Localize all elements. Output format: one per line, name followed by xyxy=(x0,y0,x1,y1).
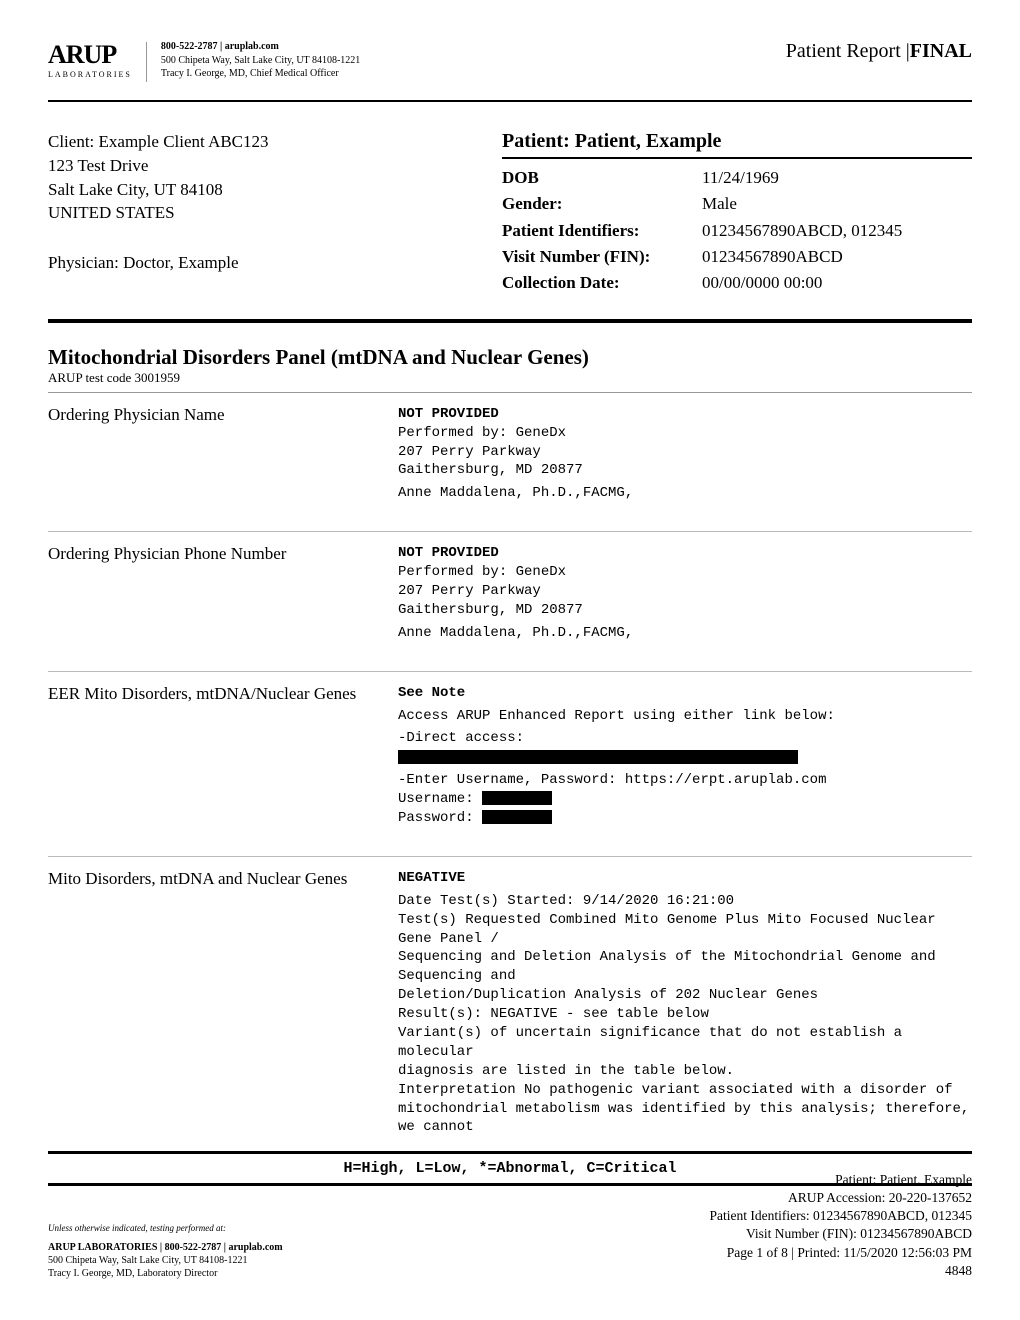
panel-subtitle: ARUP test code 3001959 xyxy=(48,370,972,393)
result-line: Anne Maddalena, Ph.D.,FACMG, xyxy=(398,484,972,503)
footer-lab: ARUP LABORATORIES | 800-522-2787 | arupl… xyxy=(48,1241,283,1254)
result-line: Test(s) Requested Combined Mito Genome P… xyxy=(398,911,972,949)
footer-right: Patient: Patient, Example ARUP Accession… xyxy=(710,1171,972,1280)
coll-value: 00/00/0000 00:00 xyxy=(702,270,972,296)
report-title: Patient Report |FINAL xyxy=(786,40,972,63)
physician-line: Physician: Doctor, Example xyxy=(48,251,269,275)
report-label: Patient Report | xyxy=(786,40,910,62)
dob-label: DOB xyxy=(502,165,702,191)
result-line: Sequencing and Deletion Analysis of the … xyxy=(398,948,972,986)
gender-value: Male xyxy=(702,191,972,217)
result-body: NOT PROVIDED Performed by: GeneDx 207 Pe… xyxy=(398,405,972,503)
logo-block: ARUP LABORATORIES 800-522-2787 | aruplab… xyxy=(48,40,360,82)
result-line: -Direct access: xyxy=(398,729,972,748)
result-line: Result(s): NEGATIVE - see table below xyxy=(398,1005,972,1024)
footer-code: 4848 xyxy=(710,1262,972,1280)
result-line: diagnosis are listed in the table below. xyxy=(398,1062,972,1081)
footer-visit: Visit Number (FIN): 01234567890ABCD xyxy=(710,1225,972,1243)
contact-officer: Tracy I. George, MD, Chief Medical Offic… xyxy=(161,67,360,81)
logo-text: ARUP xyxy=(48,40,132,70)
result-body: NOT PROVIDED Performed by: GeneDx 207 Pe… xyxy=(398,544,972,642)
result-line: Performed by: GeneDx xyxy=(398,563,972,582)
result-row-eer: EER Mito Disorders, mtDNA/Nuclear Genes … xyxy=(48,672,972,857)
patient-block: Patient: Patient, Example DOB11/24/1969 … xyxy=(502,130,972,297)
header-contact: 800-522-2787 | aruplab.com 500 Chipeta W… xyxy=(161,40,360,81)
result-row-physician-name: Ordering Physician Name NOT PROVIDED Per… xyxy=(48,393,972,532)
footer-disclaimer: Unless otherwise indicated, testing perf… xyxy=(48,1223,283,1235)
result-label: Ordering Physician Name xyxy=(48,405,398,503)
result-line: Access ARUP Enhanced Report using either… xyxy=(398,707,972,726)
result-header: See Note xyxy=(398,684,972,703)
result-header: NOT PROVIDED xyxy=(398,405,972,424)
result-line: Date Test(s) Started: 9/14/2020 16:21:00 xyxy=(398,892,972,911)
result-line: -Enter Username, Password: https://erpt.… xyxy=(398,771,972,790)
footer-ids: Patient Identifiers: 01234567890ABCD, 01… xyxy=(710,1207,972,1225)
header: ARUP LABORATORIES 800-522-2787 | aruplab… xyxy=(48,40,972,102)
visit-value: 01234567890ABCD xyxy=(702,244,972,270)
result-line: mitochondrial metabolism was identified … xyxy=(398,1100,972,1138)
report-status: FINAL xyxy=(910,40,972,62)
info-block: Client: Example Client ABC123 123 Test D… xyxy=(48,130,972,323)
password-line: Password: xyxy=(398,809,972,828)
patient-name: Patient: Patient, Example xyxy=(502,130,972,159)
client-country: UNITED STATES xyxy=(48,201,269,225)
result-label: Ordering Physician Phone Number xyxy=(48,544,398,642)
ids-label: Patient Identifiers: xyxy=(502,218,702,244)
footer-patient: Patient: Patient, Example xyxy=(710,1171,972,1189)
redacted-url xyxy=(398,748,972,767)
panel-title: Mitochondrial Disorders Panel (mtDNA and… xyxy=(48,345,972,370)
result-line: Gaithersburg, MD 20877 xyxy=(398,461,972,480)
ids-value: 01234567890ABCD, 012345 xyxy=(702,218,972,244)
client-address2: Salt Lake City, UT 84108 xyxy=(48,178,269,202)
visit-label: Visit Number (FIN): xyxy=(502,244,702,270)
divider xyxy=(146,42,147,82)
result-header: NEGATIVE xyxy=(398,869,972,888)
result-line: Variant(s) of uncertain significance tha… xyxy=(398,1024,972,1062)
client-block: Client: Example Client ABC123 123 Test D… xyxy=(48,130,269,297)
result-line: Gaithersburg, MD 20877 xyxy=(398,601,972,620)
result-line: Performed by: GeneDx xyxy=(398,424,972,443)
gender-label: Gender: xyxy=(502,191,702,217)
result-body: NEGATIVE Date Test(s) Started: 9/14/2020… xyxy=(398,869,972,1137)
result-line: 207 Perry Parkway xyxy=(398,582,972,601)
contact-phone: 800-522-2787 | aruplab.com xyxy=(161,40,360,54)
result-label: Mito Disorders, mtDNA and Nuclear Genes xyxy=(48,869,398,1137)
contact-address: 500 Chipeta Way, Salt Lake City, UT 8410… xyxy=(161,54,360,68)
footer-lab-dir: Tracy I. George, MD, Laboratory Director xyxy=(48,1267,283,1280)
logo-subtext: LABORATORIES xyxy=(48,70,132,79)
footer: Unless otherwise indicated, testing perf… xyxy=(48,1171,972,1280)
coll-label: Collection Date: xyxy=(502,270,702,296)
result-line: 207 Perry Parkway xyxy=(398,443,972,462)
result-line: Deletion/Duplication Analysis of 202 Nuc… xyxy=(398,986,972,1005)
logo: ARUP LABORATORIES xyxy=(48,40,132,79)
result-label: EER Mito Disorders, mtDNA/Nuclear Genes xyxy=(48,684,398,828)
result-body: See Note Access ARUP Enhanced Report usi… xyxy=(398,684,972,828)
dob-value: 11/24/1969 xyxy=(702,165,972,191)
footer-page: Page 1 of 8 | Printed: 11/5/2020 12:56:0… xyxy=(710,1244,972,1262)
result-line: Anne Maddalena, Ph.D.,FACMG, xyxy=(398,624,972,643)
result-line: Interpretation No pathogenic variant ass… xyxy=(398,1081,972,1100)
footer-accession: ARUP Accession: 20-220-137652 xyxy=(710,1189,972,1207)
client-address1: 123 Test Drive xyxy=(48,154,269,178)
footer-lab-addr: 500 Chipeta Way, Salt Lake City, UT 8410… xyxy=(48,1254,283,1267)
footer-left: Unless otherwise indicated, testing perf… xyxy=(48,1223,283,1280)
result-row-physician-phone: Ordering Physician Phone Number NOT PROV… xyxy=(48,532,972,671)
client-name: Client: Example Client ABC123 xyxy=(48,130,269,154)
username-line: Username: xyxy=(398,790,972,809)
result-row-mito: Mito Disorders, mtDNA and Nuclear Genes … xyxy=(48,857,972,1145)
result-header: NOT PROVIDED xyxy=(398,544,972,563)
